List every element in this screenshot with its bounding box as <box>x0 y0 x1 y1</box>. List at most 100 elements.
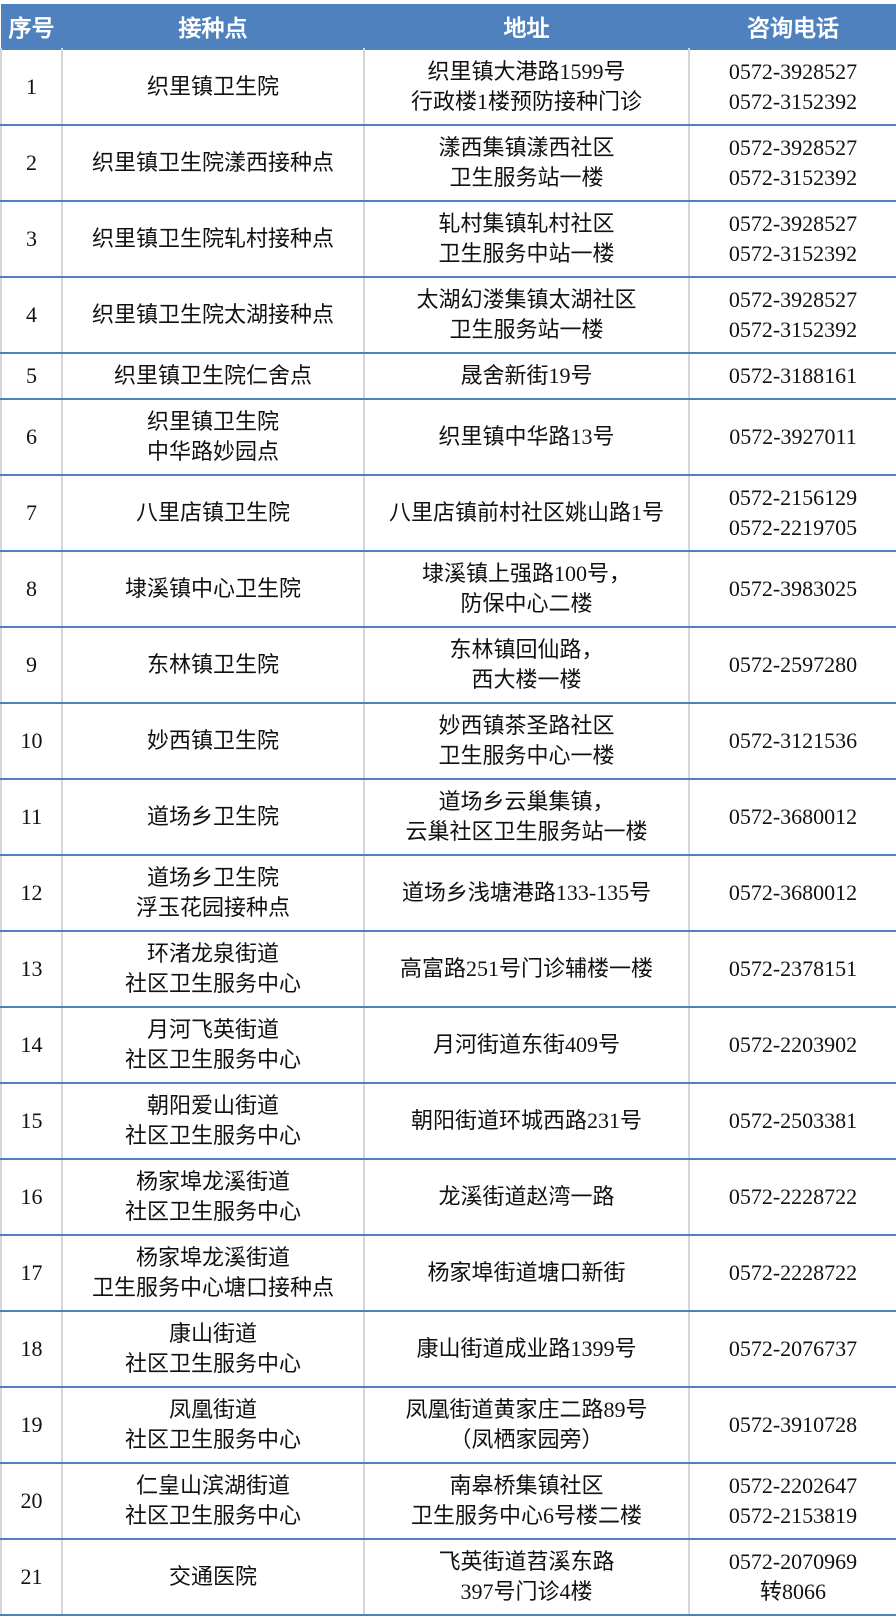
phone-cell: 0572-3188161 <box>688 352 896 400</box>
table-row: 1 织里镇卫生院 织里镇大港路1599号 行政楼1楼预防接种门诊 0572-39… <box>0 48 896 126</box>
row-number-cell: 14 <box>0 1006 63 1084</box>
row-number-cell: 12 <box>0 854 63 932</box>
site-cell: 织里镇卫生院 <box>61 48 365 126</box>
col-header-phone: 咨询电话 <box>689 4 896 49</box>
site-cell: 织里镇卫生院太湖接种点 <box>61 276 365 354</box>
address-cell: 八里店镇前村社区姚山路1号 <box>363 474 690 552</box>
row-number-cell: 13 <box>0 930 63 1008</box>
site-cell: 康山街道 社区卫生服务中心 <box>61 1310 365 1388</box>
site-cell: 织里镇卫生院仁舍点 <box>61 352 365 400</box>
address-cell: 埭溪镇上强路100号， 防保中心二楼 <box>363 550 690 628</box>
address-cell: 织里镇中华路13号 <box>363 398 690 476</box>
phone-cell: 0572-3928527 0572-3152392 <box>688 48 896 126</box>
phone-cell: 0572-3680012 <box>688 778 896 856</box>
row-number-cell: 2 <box>0 124 63 202</box>
col-header-address: 地址 <box>364 4 689 49</box>
site-cell: 织里镇卫生院 中华路妙园点 <box>61 398 365 476</box>
table-row: 14 月河飞英街道 社区卫生服务中心 月河街道东街409号 0572-22039… <box>0 1006 896 1084</box>
vaccination-sites-table: 序号 接种点 地址 咨询电话 1 织里镇卫生院 织里镇大港路1599号 行政楼1… <box>0 4 896 1616</box>
table-row: 7 八里店镇卫生院 八里店镇前村社区姚山路1号 0572-2156129 057… <box>0 474 896 552</box>
address-cell: 太湖幻溇集镇太湖社区 卫生服务站一楼 <box>363 276 690 354</box>
site-cell: 环渚龙泉街道 社区卫生服务中心 <box>61 930 365 1008</box>
table-row: 2 织里镇卫生院漾西接种点 漾西集镇漾西社区 卫生服务站一楼 0572-3928… <box>0 124 896 202</box>
row-number-cell: 11 <box>0 778 63 856</box>
row-number-cell: 20 <box>0 1462 63 1540</box>
phone-cell: 0572-2156129 0572-2219705 <box>688 474 896 552</box>
phone-cell: 0572-2070969 转8066 <box>688 1538 896 1616</box>
site-cell: 杨家埠龙溪街道 社区卫生服务中心 <box>61 1158 365 1236</box>
site-cell: 道场乡卫生院 浮玉花园接种点 <box>61 854 365 932</box>
site-cell: 仁皇山滨湖街道 社区卫生服务中心 <box>61 1462 365 1540</box>
address-cell: 织里镇大港路1599号 行政楼1楼预防接种门诊 <box>363 48 690 126</box>
row-number-cell: 17 <box>0 1234 63 1312</box>
table-row: 3 织里镇卫生院轧村接种点 轧村集镇轧村社区 卫生服务中站一楼 0572-392… <box>0 200 896 278</box>
row-number-cell: 19 <box>0 1386 63 1464</box>
address-cell: 飞英街道苕溪东路 397号门诊4楼 <box>363 1538 690 1616</box>
site-cell: 织里镇卫生院漾西接种点 <box>61 124 365 202</box>
address-cell: 月河街道东街409号 <box>363 1006 690 1084</box>
table-row: 16 杨家埠龙溪街道 社区卫生服务中心 龙溪街道赵湾一路 0572-222872… <box>0 1158 896 1236</box>
row-number-cell: 10 <box>0 702 63 780</box>
col-header-site: 接种点 <box>62 4 364 49</box>
row-number-cell: 8 <box>0 550 63 628</box>
table-row: 5 织里镇卫生院仁舍点 晟舍新街19号 0572-3188161 <box>0 352 896 400</box>
phone-cell: 0572-3680012 <box>688 854 896 932</box>
site-cell: 交通医院 <box>61 1538 365 1616</box>
phone-cell: 0572-2378151 <box>688 930 896 1008</box>
phone-cell: 0572-2503381 <box>688 1082 896 1160</box>
site-cell: 朝阳爱山街道 社区卫生服务中心 <box>61 1082 365 1160</box>
table-row: 13 环渚龙泉街道 社区卫生服务中心 高富路251号门诊辅楼一楼 0572-23… <box>0 930 896 1008</box>
row-number-cell: 21 <box>0 1538 63 1616</box>
table-row: 10 妙西镇卫生院 妙西镇茶圣路社区 卫生服务中心一楼 0572-3121536 <box>0 702 896 780</box>
phone-cell: 0572-3927011 <box>688 398 896 476</box>
site-cell: 埭溪镇中心卫生院 <box>61 550 365 628</box>
site-cell: 道场乡卫生院 <box>61 778 365 856</box>
row-number-cell: 15 <box>0 1082 63 1160</box>
table-row: 17 杨家埠龙溪街道 卫生服务中心塘口接种点 杨家埠街道塘口新街 0572-22… <box>0 1234 896 1312</box>
table-body: 1 织里镇卫生院 织里镇大港路1599号 行政楼1楼预防接种门诊 0572-39… <box>0 48 896 1616</box>
address-cell: 轧村集镇轧村社区 卫生服务中站一楼 <box>363 200 690 278</box>
address-cell: 高富路251号门诊辅楼一楼 <box>363 930 690 1008</box>
phone-cell: 0572-3121536 <box>688 702 896 780</box>
phone-cell: 0572-3928527 0572-3152392 <box>688 200 896 278</box>
phone-cell: 0572-2228722 <box>688 1234 896 1312</box>
address-cell: 道场乡云巢集镇， 云巢社区卫生服务站一楼 <box>363 778 690 856</box>
phone-cell: 0572-3928527 0572-3152392 <box>688 276 896 354</box>
table-row: 11 道场乡卫生院 道场乡云巢集镇， 云巢社区卫生服务站一楼 0572-3680… <box>0 778 896 856</box>
col-header-index: 序号 <box>1 4 62 49</box>
address-cell: 道场乡浅塘港路133-135号 <box>363 854 690 932</box>
phone-cell: 0572-2202647 0572-2153819 <box>688 1462 896 1540</box>
address-cell: 漾西集镇漾西社区 卫生服务站一楼 <box>363 124 690 202</box>
address-cell: 晟舍新街19号 <box>363 352 690 400</box>
row-number-cell: 9 <box>0 626 63 704</box>
phone-cell: 0572-3928527 0572-3152392 <box>688 124 896 202</box>
row-number-cell: 7 <box>0 474 63 552</box>
site-cell: 八里店镇卫生院 <box>61 474 365 552</box>
address-cell: 东林镇回仙路， 西大楼一楼 <box>363 626 690 704</box>
site-cell: 妙西镇卫生院 <box>61 702 365 780</box>
phone-cell: 0572-2597280 <box>688 626 896 704</box>
site-cell: 月河飞英街道 社区卫生服务中心 <box>61 1006 365 1084</box>
table-row: 19 凤凰街道 社区卫生服务中心 凤凰街道黄家庄二路89号 （凤栖家园旁） 05… <box>0 1386 896 1464</box>
table-row: 4 织里镇卫生院太湖接种点 太湖幻溇集镇太湖社区 卫生服务站一楼 0572-39… <box>0 276 896 354</box>
row-number-cell: 18 <box>0 1310 63 1388</box>
site-cell: 织里镇卫生院轧村接种点 <box>61 200 365 278</box>
table-header: 序号 接种点 地址 咨询电话 <box>1 4 896 49</box>
table-row: 8 埭溪镇中心卫生院 埭溪镇上强路100号， 防保中心二楼 0572-39830… <box>0 550 896 628</box>
row-number-cell: 6 <box>0 398 63 476</box>
address-cell: 朝阳街道环城西路231号 <box>363 1082 690 1160</box>
table-row: 20 仁皇山滨湖街道 社区卫生服务中心 南皋桥集镇社区 卫生服务中心6号楼二楼 … <box>0 1462 896 1540</box>
row-number-cell: 4 <box>0 276 63 354</box>
address-cell: 凤凰街道黄家庄二路89号 （凤栖家园旁） <box>363 1386 690 1464</box>
site-cell: 凤凰街道 社区卫生服务中心 <box>61 1386 365 1464</box>
phone-cell: 0572-2228722 <box>688 1158 896 1236</box>
row-number-cell: 3 <box>0 200 63 278</box>
row-number-cell: 16 <box>0 1158 63 1236</box>
phone-cell: 0572-2203902 <box>688 1006 896 1084</box>
address-cell: 杨家埠街道塘口新街 <box>363 1234 690 1312</box>
phone-cell: 0572-3983025 <box>688 550 896 628</box>
site-cell: 东林镇卫生院 <box>61 626 365 704</box>
row-number-cell: 1 <box>0 48 63 126</box>
phone-cell: 0572-3910728 <box>688 1386 896 1464</box>
